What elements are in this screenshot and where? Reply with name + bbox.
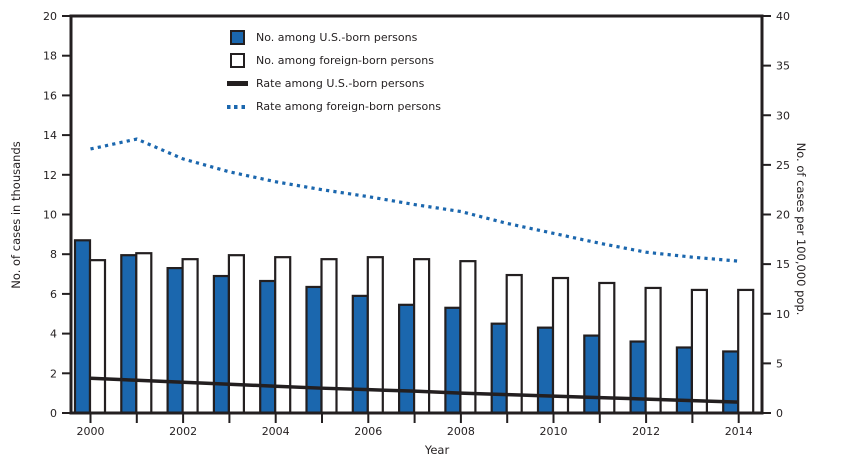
- legend-label: Rate among foreign-born persons: [256, 100, 441, 113]
- x-tick-label: 2014: [725, 425, 753, 438]
- legend-label: Rate among U.S.-born persons: [256, 77, 425, 90]
- y-left-tick-label: 18: [43, 50, 57, 63]
- y-left-tick-label: 6: [50, 288, 57, 301]
- legend-item-us-born-cases: No. among U.S.-born persons: [227, 26, 441, 49]
- y-right-tick-label: 30: [776, 109, 790, 122]
- foreign-born-rate-line: [90, 137, 739, 263]
- legend-item-foreign-born-rate: Rate among foreign-born persons: [227, 95, 441, 118]
- y-left-tick-label: 14: [43, 129, 57, 142]
- y-right-tick-label: 25: [776, 159, 790, 172]
- y-right-tick-label: 20: [776, 209, 790, 222]
- foreign-born-bar: [737, 288, 755, 415]
- bar-filled-icon: [227, 30, 248, 45]
- y-left-tick-label: 10: [43, 209, 57, 222]
- line-dotted-icon: [227, 104, 248, 109]
- x-tick-label: 2010: [540, 425, 568, 438]
- y-right-tick-label: 40: [776, 10, 790, 23]
- us-born-bar: [490, 322, 508, 415]
- x-tick-label: 2008: [447, 425, 475, 438]
- foreign-born-bar: [227, 254, 245, 415]
- foreign-born-bar: [274, 256, 292, 415]
- foreign-born-bar: [551, 276, 570, 415]
- us-born-rate-line: [90, 376, 739, 404]
- plot-border: [69, 14, 764, 415]
- x-tick-label: 2006: [354, 425, 382, 438]
- y-right-tick-label: 5: [776, 357, 783, 370]
- y-left-tick-label: 16: [43, 89, 57, 102]
- foreign-born-bar: [459, 260, 477, 415]
- foreign-born-bar: [644, 286, 662, 415]
- us-born-bar: [73, 239, 92, 415]
- x-tick-label: 2002: [169, 425, 197, 438]
- y-right-tick-label: 15: [776, 258, 790, 271]
- foreign-born-bar: [598, 281, 616, 415]
- y-axis-left-title: No. of cases in thousands: [9, 141, 23, 289]
- us-born-bar: [583, 334, 601, 415]
- legend-label: No. among U.S.-born persons: [256, 31, 418, 44]
- foreign-born-bar: [505, 273, 523, 415]
- x-tick-label: 2004: [262, 425, 290, 438]
- y-right-tick-label: 10: [776, 308, 790, 321]
- y-axis-right-title: No. of cases per 100,000 pop.: [794, 142, 808, 316]
- us-born-bar: [166, 266, 184, 415]
- y-left-tick-label: 0: [50, 407, 57, 420]
- us-born-bar: [305, 285, 323, 415]
- us-born-bar: [444, 306, 462, 415]
- y-right-tick-label: 35: [776, 60, 790, 73]
- y-left-tick-label: 12: [43, 169, 57, 182]
- foreign-born-bar: [135, 252, 153, 415]
- x-tick-label: 2012: [632, 425, 660, 438]
- y-left-tick-label: 2: [50, 367, 57, 380]
- us-born-bar: [259, 279, 277, 415]
- y-left-tick-label: 4: [50, 328, 57, 341]
- y-right-tick-label: 0: [776, 407, 783, 420]
- foreign-born-bar: [690, 288, 709, 415]
- us-born-bar: [120, 254, 138, 415]
- line-solid-icon: [227, 81, 248, 86]
- foreign-born-bar: [181, 258, 199, 415]
- us-born-bar: [398, 303, 416, 415]
- x-tick-label: 2000: [77, 425, 105, 438]
- us-born-bar: [536, 326, 555, 415]
- legend-label: No. among foreign-born persons: [256, 54, 434, 67]
- legend-item-us-born-rate: Rate among U.S.-born persons: [227, 72, 441, 95]
- y-left-tick-label: 20: [43, 10, 57, 23]
- us-born-bar: [351, 294, 369, 415]
- us-born-bar: [212, 274, 230, 415]
- legend: No. among U.S.-born persons No. among fo…: [227, 26, 441, 118]
- bar-outline-icon: [227, 53, 248, 68]
- us-born-bar: [675, 346, 694, 415]
- legend-item-foreign-born-cases: No. among foreign-born persons: [227, 49, 441, 72]
- us-born-bar: [722, 350, 740, 415]
- us-born-bar: [629, 340, 647, 415]
- x-axis-title: Year: [424, 443, 450, 457]
- y-left-tick-label: 8: [50, 248, 57, 261]
- foreign-born-bar: [88, 259, 107, 415]
